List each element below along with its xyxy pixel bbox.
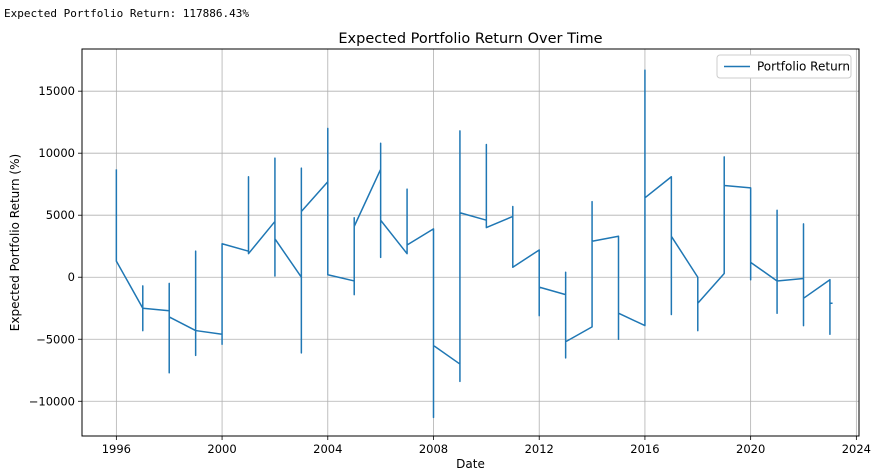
x-tick-label: 2020	[736, 442, 765, 456]
axis-ticks: 1996 2000 2004 2008 2012 2016 2020 2024 −10000 −5…	[29, 84, 871, 456]
series-line-portfolio-return	[115, 69, 833, 419]
x-tick-label: 2016	[630, 442, 659, 456]
x-tick-label: 2000	[207, 442, 236, 456]
series-line-group	[115, 69, 833, 419]
y-tick-label: 10000	[38, 146, 75, 160]
expected-return-header: Expected Portfolio Return: 117886.43%	[4, 7, 250, 20]
x-axis-label: Date	[456, 457, 485, 471]
grid-lines	[82, 49, 859, 436]
plot-frame	[81, 48, 860, 437]
legend-box	[716, 54, 852, 79]
y-tick-label: 5000	[46, 208, 75, 222]
x-tick-label: 2012	[525, 442, 554, 456]
legend: Portfolio Return	[716, 54, 852, 79]
x-tick-label: 2004	[313, 442, 342, 456]
legend-label: Portfolio Return	[757, 60, 850, 74]
y-tick-label: 15000	[38, 84, 75, 98]
y-tick-label: −5000	[36, 332, 75, 346]
y-tick-label: 0	[68, 270, 75, 284]
y-axis-label: Expected Portfolio Return (%)	[8, 154, 22, 331]
chart-title: Expected Portfolio Return Over Time	[338, 31, 602, 47]
y-tick-label: −10000	[29, 394, 75, 408]
x-tick-label: 1996	[102, 442, 131, 456]
x-tick-label: 2024	[842, 442, 871, 456]
x-tick-label: 2008	[419, 442, 448, 456]
